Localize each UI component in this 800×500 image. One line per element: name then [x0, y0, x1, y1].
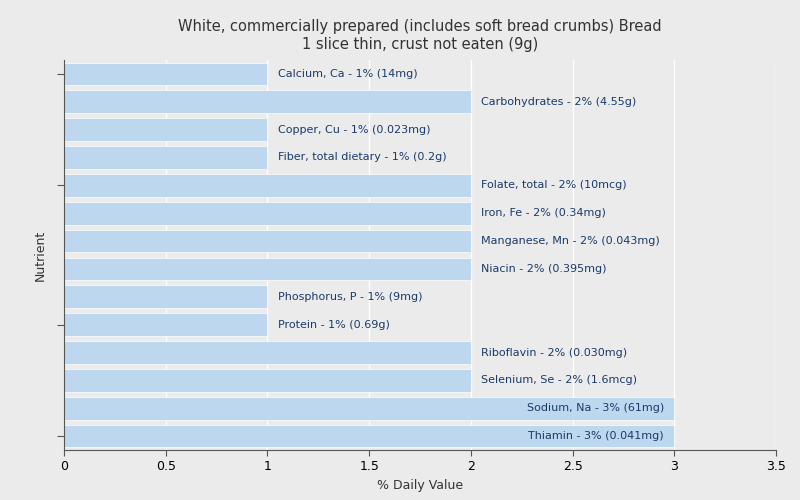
Bar — [64, 62, 267, 86]
Text: Copper, Cu - 1% (0.023mg): Copper, Cu - 1% (0.023mg) — [278, 124, 430, 134]
Bar — [64, 424, 674, 448]
Text: Iron, Fe - 2% (0.34mg): Iron, Fe - 2% (0.34mg) — [481, 208, 606, 218]
Bar — [64, 313, 267, 336]
Bar — [64, 397, 674, 419]
Bar — [64, 90, 471, 113]
Y-axis label: Nutrient: Nutrient — [34, 230, 46, 280]
Text: Manganese, Mn - 2% (0.043mg): Manganese, Mn - 2% (0.043mg) — [481, 236, 660, 246]
Text: Calcium, Ca - 1% (14mg): Calcium, Ca - 1% (14mg) — [278, 69, 418, 79]
Bar — [64, 174, 471, 197]
X-axis label: % Daily Value: % Daily Value — [377, 479, 463, 492]
Bar — [64, 369, 471, 392]
Bar — [64, 202, 471, 224]
Text: Selenium, Se - 2% (1.6mcg): Selenium, Se - 2% (1.6mcg) — [481, 376, 637, 386]
Text: Phosphorus, P - 1% (9mg): Phosphorus, P - 1% (9mg) — [278, 292, 422, 302]
Text: Sodium, Na - 3% (61mg): Sodium, Na - 3% (61mg) — [527, 403, 664, 413]
Bar — [64, 341, 471, 364]
Bar — [64, 286, 267, 308]
Bar — [64, 258, 471, 280]
Text: Carbohydrates - 2% (4.55g): Carbohydrates - 2% (4.55g) — [481, 97, 636, 107]
Bar — [64, 230, 471, 252]
Bar — [64, 118, 267, 141]
Text: Fiber, total dietary - 1% (0.2g): Fiber, total dietary - 1% (0.2g) — [278, 152, 446, 162]
Text: Protein - 1% (0.69g): Protein - 1% (0.69g) — [278, 320, 390, 330]
Text: Folate, total - 2% (10mcg): Folate, total - 2% (10mcg) — [481, 180, 626, 190]
Title: White, commercially prepared (includes soft bread crumbs) Bread
1 slice thin, cr: White, commercially prepared (includes s… — [178, 20, 662, 52]
Bar — [64, 146, 267, 169]
Text: Riboflavin - 2% (0.030mg): Riboflavin - 2% (0.030mg) — [481, 348, 627, 358]
Text: Thiamin - 3% (0.041mg): Thiamin - 3% (0.041mg) — [529, 431, 664, 441]
Text: Niacin - 2% (0.395mg): Niacin - 2% (0.395mg) — [481, 264, 606, 274]
